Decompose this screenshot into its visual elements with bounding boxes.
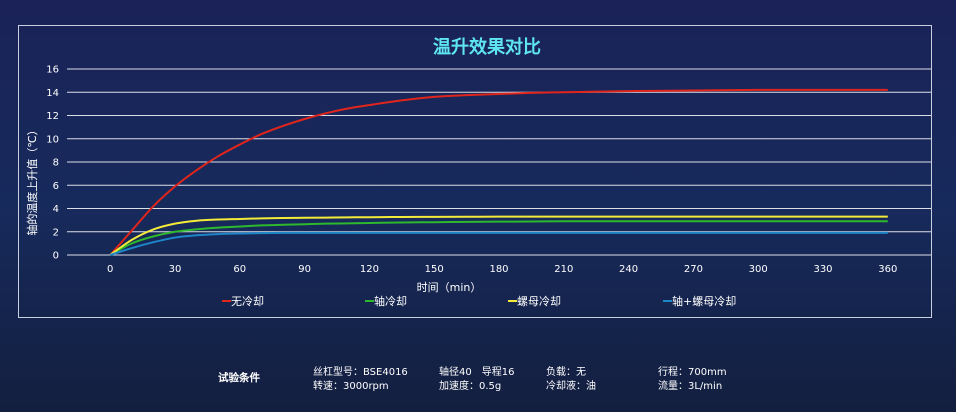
conditions-title: 试验条件 [218,372,260,384]
chart-title: 温升效果对比 [433,36,541,58]
x-tick-label: 330 [813,264,832,275]
y-tick-label: 8 [53,158,59,169]
x-tick-label: 60 [233,264,246,275]
test-conditions: 试验条件 丝杠型号：BSE4016 转速：3000rpm 轴径40 导程16 加… [0,360,956,400]
x-tick-label: 90 [298,264,311,275]
condition-stroke: 行程：700mm [658,367,727,378]
x-tick-label: 0 [107,264,113,275]
legend-label-1: 无冷却 [231,295,264,308]
series-line-3 [109,215,888,256]
condition-diameter-lead: 轴径40 导程16 [439,367,515,378]
condition-flow: 流量：3L/min [658,381,723,392]
temperature-rise-chart: 温升效果对比 0 2 4 6 8 10 12 14 16 0 30 60 90 120 150 180 210 2… [25,36,931,308]
x-tick-label: 270 [684,264,703,275]
x-tick-label: 30 [169,264,182,275]
x-tick-label: 150 [425,264,444,275]
x-tick-label: 210 [554,264,573,275]
y-tick-label: 16 [46,65,59,76]
condition-accel: 加速度：0.5g [439,381,502,392]
condition-speed: 转速：3000rpm [313,381,389,392]
legend-label-3: 螺母冷却 [517,295,561,308]
y-tick-label: 0 [53,251,59,262]
legend-label-2: 轴冷却 [374,294,407,308]
y-tick-label: 14 [46,88,59,99]
x-tick-label: 360 [878,264,897,275]
x-tick-label: 180 [489,264,508,275]
y-tick-label: 2 [53,227,59,238]
series-line-2 [109,220,888,256]
x-tick-label: 240 [619,264,638,275]
series-line-4 [109,231,888,256]
x-axis-label: 时间（min） [417,281,482,294]
condition-model: 丝杠型号：BSE4016 [313,367,408,378]
y-tick-label: 12 [46,111,59,122]
y-tick-label: 6 [53,181,59,192]
y-tick-label: 4 [53,204,59,215]
condition-load: 负载：无 [546,367,586,378]
series-line-1 [109,88,888,256]
chart-frame: 温升效果对比 0 2 4 6 8 10 12 14 16 0 30 60 90 120 150 180 210 2… [18,25,932,318]
condition-coolant: 冷却液：油 [546,381,596,392]
y-tick-label: 10 [46,134,59,145]
x-tick-label: 120 [360,264,379,275]
x-tick-label: 300 [749,264,768,275]
y-axis-label: 轴的温度上升值（℃） [25,124,39,235]
legend-label-4: 轴+螺母冷却 [672,294,736,308]
